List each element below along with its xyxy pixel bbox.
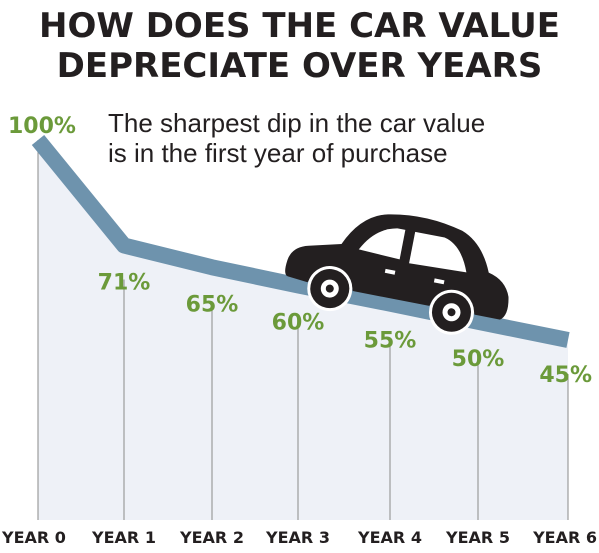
data-label: 45% [539,363,592,388]
data-label: 60% [272,310,325,335]
data-label: 71% [98,270,151,295]
chart-title-line-2: DEPRECIATE OVER YEARS [56,46,543,86]
car-icon [285,214,509,335]
area-fill [38,140,568,520]
x-tick-label: YEAR 4 [357,528,422,547]
x-tick-label: YEAR 3 [265,528,330,547]
chart-subtitle-line-1: The sharpest dip in the car value [108,108,486,138]
x-tick-label: YEAR 1 [91,528,156,547]
x-tick-label: YEAR 5 [445,528,510,547]
x-tick-label: YEAR 2 [179,528,244,547]
x-tick-label: YEAR 6 [532,528,597,547]
data-label: 65% [186,292,239,317]
chart-subtitle-line-2: is in the first year of purchase [108,138,448,168]
chart-title-line-1: HOW DOES THE CAR VALUE [39,6,560,46]
data-label: 50% [452,347,505,372]
data-label: 100% [8,114,76,139]
series-line [31,134,570,348]
data-label: 55% [364,329,417,354]
x-tick-label: YEAR 0 [1,528,66,547]
